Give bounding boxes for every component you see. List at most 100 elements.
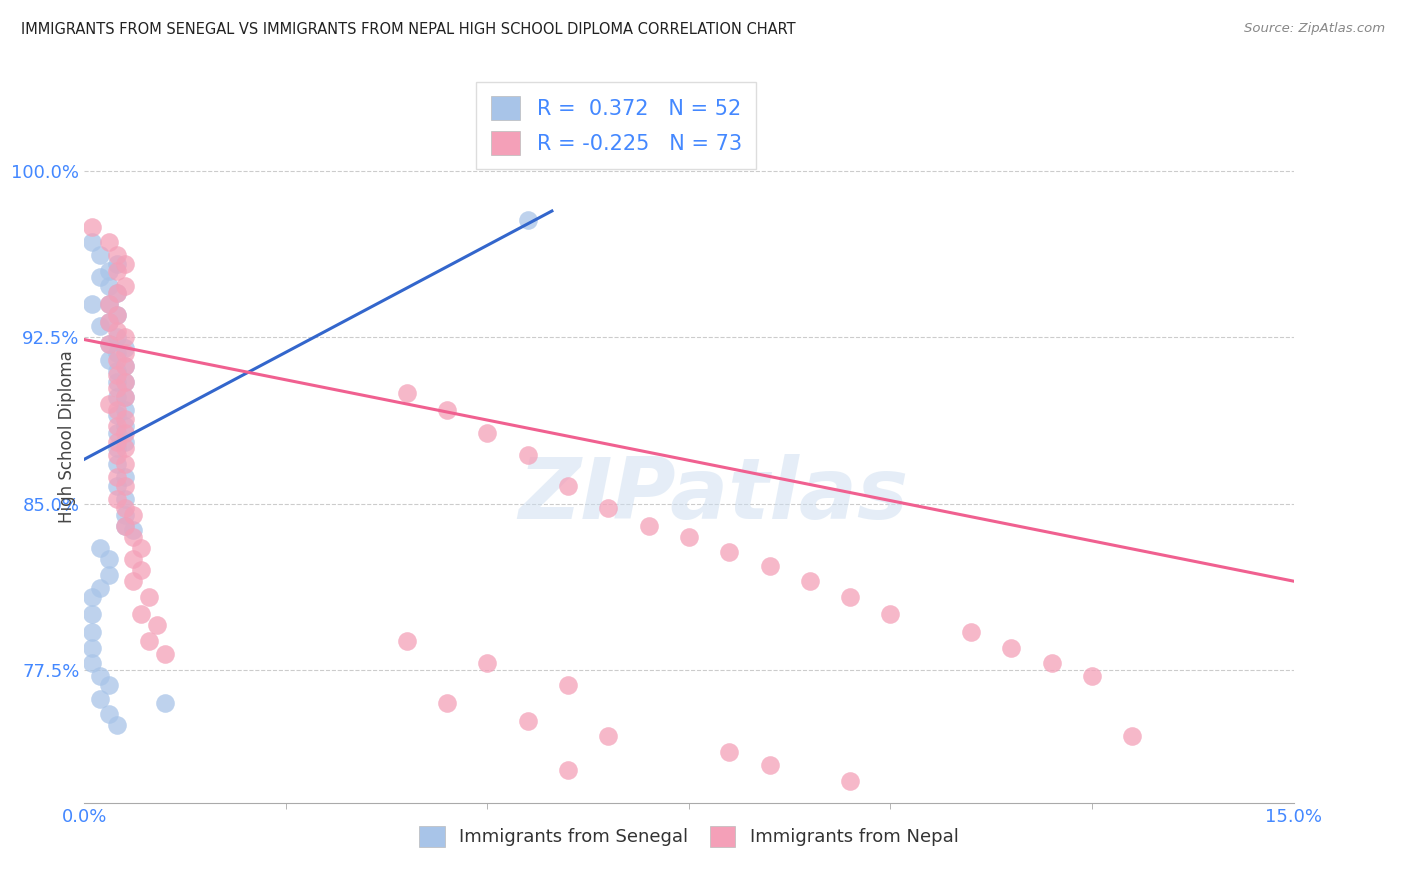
Point xyxy=(395,634,418,648)
Point xyxy=(97,397,120,411)
Point xyxy=(114,457,136,471)
Point xyxy=(1000,640,1022,655)
Point xyxy=(557,763,579,777)
Legend: Immigrants from Senegal, Immigrants from Nepal: Immigrants from Senegal, Immigrants from… xyxy=(411,817,967,856)
Point xyxy=(114,470,136,484)
Point xyxy=(82,625,104,640)
Point xyxy=(97,707,120,722)
Point xyxy=(114,479,136,493)
Point xyxy=(114,279,136,293)
Point xyxy=(114,508,136,522)
Point xyxy=(114,346,136,360)
Point xyxy=(960,625,983,640)
Point xyxy=(82,656,104,670)
Point xyxy=(114,441,136,455)
Point xyxy=(82,235,104,249)
Point xyxy=(97,279,120,293)
Point xyxy=(105,308,128,322)
Y-axis label: High School Diploma: High School Diploma xyxy=(58,351,76,524)
Point xyxy=(839,773,862,788)
Point xyxy=(114,257,136,271)
Point xyxy=(105,441,128,455)
Point xyxy=(105,352,128,367)
Point xyxy=(114,375,136,389)
Point xyxy=(89,581,111,595)
Point xyxy=(114,419,136,434)
Point xyxy=(105,718,128,732)
Text: ZIPatlas: ZIPatlas xyxy=(517,454,908,537)
Point xyxy=(105,419,128,434)
Point xyxy=(114,359,136,373)
Point xyxy=(105,248,128,262)
Point xyxy=(153,648,176,662)
Point xyxy=(436,403,458,417)
Point xyxy=(678,530,700,544)
Point xyxy=(105,457,128,471)
Point xyxy=(105,434,128,449)
Point xyxy=(114,412,136,426)
Point xyxy=(97,567,120,582)
Point xyxy=(97,352,120,367)
Point xyxy=(82,607,104,622)
Point xyxy=(97,297,120,311)
Point xyxy=(121,552,143,566)
Point xyxy=(97,315,120,329)
Point xyxy=(114,425,136,440)
Point xyxy=(598,729,620,743)
Point xyxy=(114,403,136,417)
Point xyxy=(105,363,128,377)
Point xyxy=(97,297,120,311)
Point xyxy=(114,434,136,449)
Point xyxy=(105,257,128,271)
Point xyxy=(114,492,136,507)
Point xyxy=(114,518,136,533)
Point xyxy=(121,508,143,522)
Point xyxy=(516,448,538,462)
Point xyxy=(82,640,104,655)
Point xyxy=(121,574,143,589)
Point xyxy=(105,346,128,360)
Point xyxy=(879,607,901,622)
Point xyxy=(129,607,152,622)
Point xyxy=(637,518,659,533)
Point xyxy=(121,523,143,537)
Point xyxy=(477,425,499,440)
Point xyxy=(138,634,160,648)
Point xyxy=(105,492,128,507)
Point xyxy=(105,390,128,404)
Point xyxy=(146,618,169,632)
Text: Source: ZipAtlas.com: Source: ZipAtlas.com xyxy=(1244,22,1385,36)
Point xyxy=(105,285,128,300)
Point xyxy=(105,324,128,338)
Point xyxy=(105,308,128,322)
Point xyxy=(89,541,111,555)
Point xyxy=(557,678,579,692)
Point xyxy=(97,235,120,249)
Point xyxy=(105,264,128,278)
Point xyxy=(89,669,111,683)
Point xyxy=(516,714,538,728)
Point xyxy=(1040,656,1063,670)
Point xyxy=(121,530,143,544)
Point xyxy=(114,501,136,516)
Point xyxy=(82,590,104,604)
Point xyxy=(129,541,152,555)
Point xyxy=(97,337,120,351)
Point xyxy=(758,558,780,573)
Point xyxy=(839,590,862,604)
Point xyxy=(97,678,120,692)
Point xyxy=(105,285,128,300)
Point xyxy=(758,758,780,772)
Point xyxy=(114,390,136,404)
Point xyxy=(1121,729,1143,743)
Point xyxy=(138,590,160,604)
Point xyxy=(105,381,128,395)
Point xyxy=(477,656,499,670)
Point xyxy=(395,385,418,400)
Point xyxy=(114,330,136,344)
Point xyxy=(129,563,152,577)
Point xyxy=(718,745,741,759)
Point xyxy=(97,337,120,351)
Point xyxy=(114,359,136,373)
Text: IMMIGRANTS FROM SENEGAL VS IMMIGRANTS FROM NEPAL HIGH SCHOOL DIPLOMA CORRELATION: IMMIGRANTS FROM SENEGAL VS IMMIGRANTS FR… xyxy=(21,22,796,37)
